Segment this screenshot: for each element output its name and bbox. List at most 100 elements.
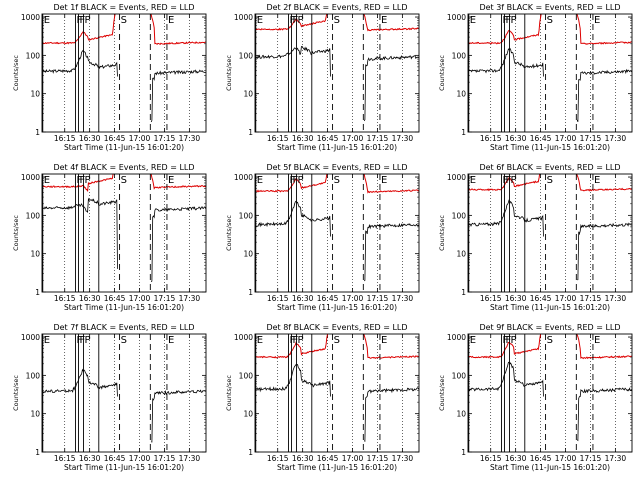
plot-frame [467,333,633,453]
y-tick-label: 10 [30,410,40,419]
detector-panel-6: Det 6f BLACK = Events, RED = LLD 1 10 100 10… [426,160,639,320]
x-tick-label: 17:00 [555,454,577,463]
marker-label: E [168,335,174,346]
marker-label: F [290,15,296,26]
x-axis-label: Start Time (11-Jun-15 16:01:20) [64,143,184,152]
x-tick-label: 17:00 [129,454,151,463]
x-tick-label: 17:30 [179,134,201,143]
x-tick-label: 17:15 [154,294,176,303]
y-axis-label: Counts/sec [12,215,20,251]
y-tick-label: 100 [26,371,41,380]
panel-svg: Det 2f BLACK = Events, RED = LLD 1 10 100 10… [225,3,420,152]
y-tick-label: 10 [30,90,40,99]
marker-label: P [298,15,304,26]
marker-label: S [121,175,127,186]
lld-series-line [255,14,419,32]
panel-title: Det 7f BLACK = Events, RED = LLD [53,323,194,332]
y-tick-label: 1 [248,448,253,457]
x-tick-label: 16:30 [292,294,314,303]
x-tick-label: 16:45 [317,294,339,303]
marker-label: S [334,15,340,26]
panel-title: Det 2f BLACK = Events, RED = LLD [266,3,407,12]
y-tick-label: 100 [239,51,254,60]
x-tick-label: 16:15 [480,294,502,303]
x-tick-label: 16:15 [267,134,289,143]
y-tick-label: 10 [243,90,253,99]
y-axis-label: Counts/sec [12,55,20,91]
x-tick-label: 16:15 [54,134,76,143]
y-axis-label: Counts/sec [438,215,446,251]
panel-title: Det 5f BLACK = Events, RED = LLD [266,163,407,172]
marker-label: E [168,15,174,26]
events-series-line [468,47,632,123]
marker-label: P [298,335,304,346]
y-tick-label: 1 [35,448,40,457]
marker-label: P [85,175,91,186]
marker-label: F [80,15,86,26]
x-tick-label: 16:45 [530,134,552,143]
y-tick-label: 1000 [447,13,466,22]
marker-label: P [85,335,91,346]
detector-panel-9: Det 9f BLACK = Events, RED = LLD 1 10 100 10… [426,320,639,480]
series-group [255,334,419,442]
marker-label: E [44,15,50,26]
marker-label: E [470,175,476,186]
y-axis-label: Counts/sec [225,55,233,91]
detector-panel-7: Det 7f BLACK = Events, RED = LLD 1 10 100 10… [0,320,213,480]
y-tick-label: 10 [456,410,466,419]
x-tick-label: 16:45 [104,294,126,303]
x-tick-label: 17:30 [392,454,414,463]
x-axis-label: Start Time (11-Jun-15 16:01:20) [277,463,397,472]
x-tick-label: 16:30 [505,134,527,143]
x-tick-label: 16:30 [79,134,101,143]
x-axis-label: Start Time (11-Jun-15 16:01:20) [490,143,610,152]
marker-label: E [381,335,387,346]
marker-label: P [511,335,517,346]
y-tick-label: 1000 [21,333,40,342]
marker-label: E [594,335,600,346]
marker-label: E [257,15,263,26]
marker-label: S [334,175,340,186]
panel-svg: Det 1f BLACK = Events, RED = LLD 1 10 100 10… [12,3,207,152]
marker-label: S [547,335,553,346]
x-tick-label: 17:00 [342,294,364,303]
y-tick-label: 10 [456,90,466,99]
panel-title: Det 3f BLACK = Events, RED = LLD [479,3,620,12]
y-tick-label: 1 [248,288,253,297]
x-tick-label: 17:30 [605,454,627,463]
lld-series-line [468,174,632,192]
series-group [255,14,419,122]
marker-label: S [547,175,553,186]
marker-label: E [470,335,476,346]
marker-label: E [44,175,50,186]
series-group [468,14,632,123]
lld-series-line [255,174,419,194]
y-tick-label: 1 [248,128,253,137]
panel-title: Det 1f BLACK = Events, RED = LLD [53,3,194,12]
y-tick-label: 10 [456,250,466,259]
marker-label: F [80,175,86,186]
x-tick-label: 16:30 [505,294,527,303]
marker-label: F [293,15,299,26]
marker-label: F [503,15,509,26]
x-tick-label: 17:30 [392,134,414,143]
x-tick-label: 16:30 [292,454,314,463]
x-tick-label: 16:45 [530,294,552,303]
detector-panel-8: Det 8f BLACK = Events, RED = LLD 1 10 100 10… [213,320,426,480]
detector-panel-4: Det 4f BLACK = Events, RED = LLD 1 10 100 10… [0,160,213,320]
events-series-line [255,200,419,282]
marker-label: S [121,15,127,26]
x-tick-label: 16:15 [54,454,76,463]
marker-label: F [293,175,299,186]
plot-frame [254,13,420,133]
x-tick-label: 17:30 [392,294,414,303]
panel-svg: Det 8f BLACK = Events, RED = LLD 1 10 100 10… [225,323,420,472]
plot-frame [254,173,420,293]
plot-frame [467,173,633,293]
x-tick-label: 17:00 [555,294,577,303]
plot-frame [41,13,207,133]
marker-label: E [257,175,263,186]
marker-label: E [594,175,600,186]
x-tick-label: 16:45 [317,454,339,463]
marker-label: F [77,15,83,26]
